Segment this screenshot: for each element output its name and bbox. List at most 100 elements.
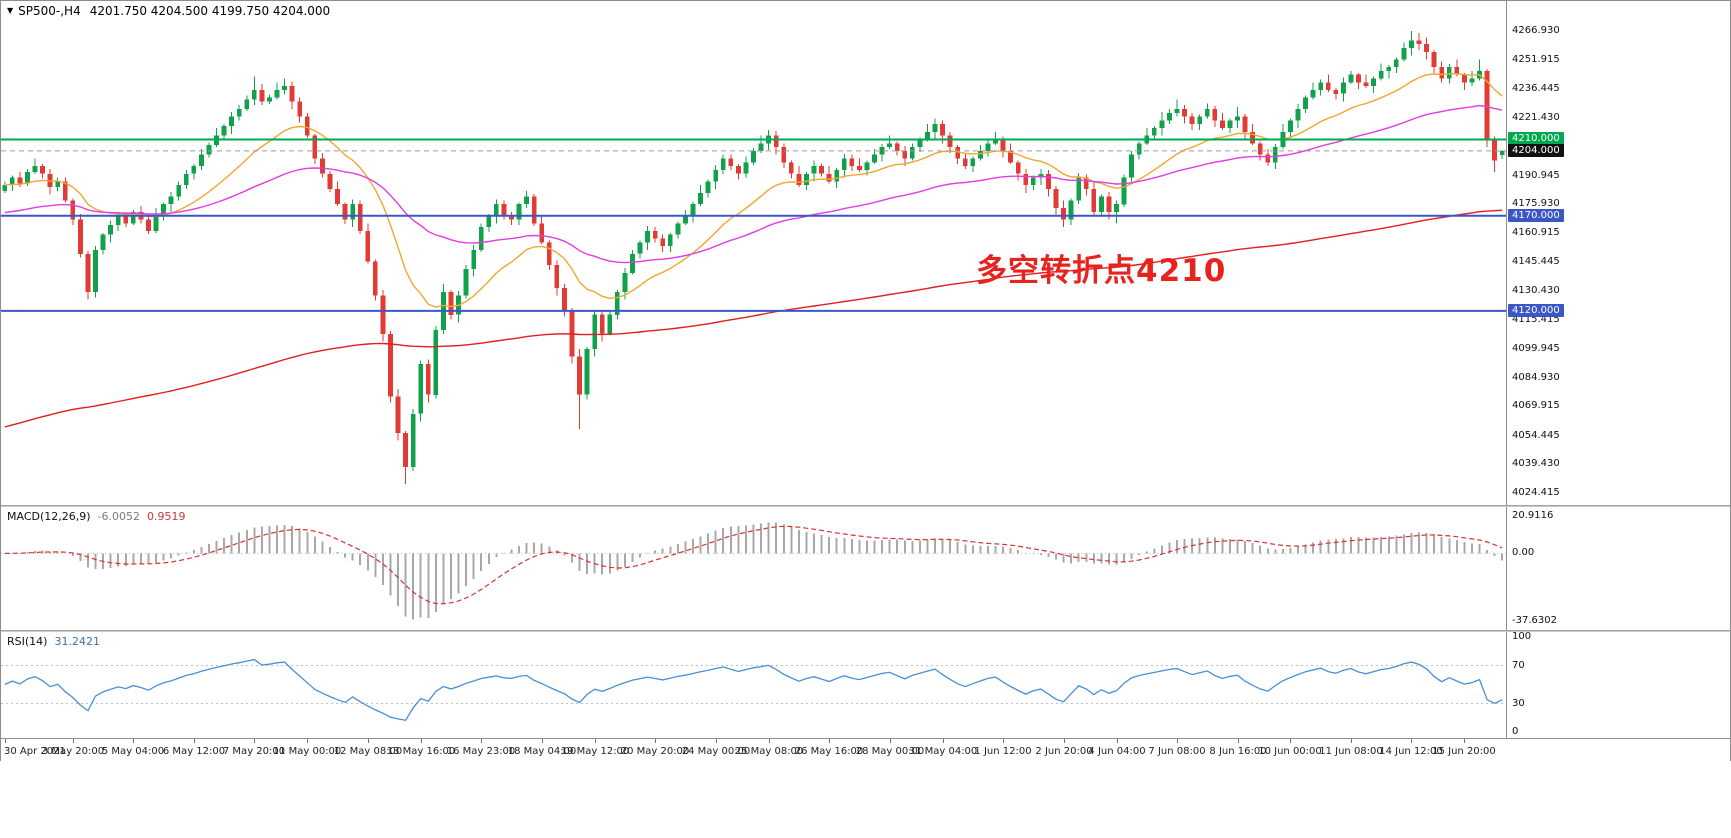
annotation-text[interactable]: 多空转折点4210	[976, 253, 1227, 289]
rsi-value: 31.2421	[54, 635, 100, 648]
time-tick-label: 18 May 04:00	[507, 746, 577, 757]
price-tick-label: 4039.430	[1512, 458, 1560, 469]
panel-separator[interactable]	[1, 505, 1730, 507]
price-tick-label: 4221.430	[1512, 112, 1560, 123]
rsi-axis: 100 70 30 0	[1506, 631, 1729, 738]
time-tick-mark	[1464, 739, 1465, 743]
price-tick-label: 4175.930	[1512, 198, 1560, 209]
time-tick-mark	[421, 739, 422, 743]
time-tick-label: 6 May 12:00	[162, 746, 226, 757]
macd-tick-label: 0.00	[1512, 547, 1535, 558]
macd-signal-value: 0.9519	[147, 510, 186, 523]
time-tick-label: 11 May 00:00	[272, 746, 342, 757]
time-tick-label: 1 Jun 12:00	[974, 746, 1032, 757]
time-tick-mark	[1177, 739, 1178, 743]
time-tick-mark	[655, 739, 656, 743]
time-tick-mark	[829, 739, 830, 743]
macd-tick-label: 20.9116	[1512, 510, 1554, 521]
price-tick-label: 4115.415	[1512, 314, 1560, 325]
time-tick-mark	[133, 739, 134, 743]
price-line-label: 4210.000	[1508, 132, 1564, 145]
time-tick-label: 15 Jun 20:00	[1432, 746, 1496, 757]
panel-separator[interactable]	[1, 630, 1730, 632]
rsi-canvas[interactable]	[1, 631, 1506, 738]
macd-canvas[interactable]	[1, 506, 1506, 631]
time-tick-label: 30 Apr 2021	[4, 746, 66, 757]
candle-bodies	[2, 40, 1505, 468]
price-line-label: 4204.000	[1508, 144, 1564, 157]
time-tick-mark	[368, 739, 369, 743]
time-tick-mark	[1290, 739, 1291, 743]
price-tick-label: 4145.445	[1512, 256, 1560, 267]
time-tick-label: 20 May 20:00	[620, 746, 690, 757]
chart-area: ▼ SP500-,H4 4201.750 4204.500 4199.750 420…	[0, 0, 1731, 762]
price-tick-label: 4024.415	[1512, 487, 1560, 498]
price-tick-label: 4130.430	[1512, 285, 1560, 296]
chart-title: ▼ SP500-,H4 4201.750 4204.500 4199.750 420…	[7, 4, 330, 18]
ma-line-fast-ma[interactable]	[4, 72, 1503, 308]
rsi-tick-label: 70	[1512, 660, 1525, 671]
ma-line-slow-ma[interactable]	[4, 209, 1503, 428]
ma-line-mid-ma[interactable]	[4, 104, 1503, 264]
time-tick-label: 19 May 12:00	[560, 746, 630, 757]
time-tick-mark	[5, 739, 6, 743]
time-tick-label: 5 May 04:00	[101, 746, 165, 757]
time-tick-mark	[254, 739, 255, 743]
time-tick-label: 7 May 20:00	[222, 746, 286, 757]
time-tick-label: 26 May 16:00	[794, 746, 864, 757]
candle-wicks	[4, 31, 1503, 485]
time-tick-label: 25 May 08:00	[734, 746, 804, 757]
macd-label: MACD(12,26,9) -6.0052 0.9519	[7, 510, 193, 523]
macd-name: MACD(12,26,9)	[7, 510, 91, 523]
macd-axis: 20.9116 0.00 -37.6302	[1506, 506, 1729, 631]
time-tick-mark	[542, 739, 543, 743]
time-tick-mark	[307, 739, 308, 743]
time-tick-mark	[1003, 739, 1004, 743]
price-tick-label: 4236.445	[1512, 83, 1560, 94]
price-tick-label: 4084.930	[1512, 372, 1560, 383]
rsi-name: RSI(14)	[7, 635, 48, 648]
time-tick-label: 4 Jun 04:00	[1088, 746, 1146, 757]
price-tick-label: 4160.915	[1512, 227, 1560, 238]
rsi-panel: RSI(14) 31.2421 100 70 30 0	[1, 631, 1730, 738]
rsi-tick-label: 100	[1512, 631, 1532, 642]
time-tick-mark	[890, 739, 891, 743]
price-line-label: 4120.000	[1508, 304, 1564, 317]
time-tick-label: 11 Jun 08:00	[1319, 746, 1383, 757]
macd-tick-label: -37.6302	[1512, 615, 1557, 626]
price-tick-label: 4054.445	[1512, 430, 1560, 441]
price-line-label: 4170.000	[1508, 209, 1564, 222]
time-tick-mark	[481, 739, 482, 743]
price-chart-canvas[interactable]	[1, 1, 1506, 506]
time-tick-mark	[595, 739, 596, 743]
time-tick-mark	[1351, 739, 1352, 743]
price-axis: 4266.930 4251.915 4236.445 4221.430 4190.945…	[1506, 1, 1729, 506]
rsi-label: RSI(14) 31.2421	[7, 635, 107, 648]
ohlc-values: 4201.750 4204.500 4199.750 4204.000	[89, 4, 331, 18]
macd-main-value: -6.0052	[97, 510, 141, 523]
rsi-tick-label: 0	[1512, 726, 1519, 737]
rsi-tick-label: 30	[1512, 698, 1525, 709]
time-tick-mark	[194, 739, 195, 743]
time-tick-label: 12 May 08:00	[333, 746, 403, 757]
time-tick-label: 3 May 20:00	[41, 746, 105, 757]
time-tick-label: 10 Jun 00:00	[1258, 746, 1322, 757]
time-tick-label: 24 May 00:00	[681, 746, 751, 757]
time-tick-label: 16 May 23:00	[446, 746, 516, 757]
time-tick-mark	[716, 739, 717, 743]
time-tick-label: 28 May 00:00	[855, 746, 925, 757]
time-tick-label: 2 Jun 20:00	[1035, 746, 1093, 757]
price-tick-label: 4266.930	[1512, 25, 1560, 36]
collapse-arrow-icon[interactable]: ▼	[7, 6, 14, 15]
time-tick-mark	[1064, 739, 1065, 743]
time-tick-label: 14 Jun 12:00	[1379, 746, 1443, 757]
price-tick-label: 4099.945	[1512, 343, 1560, 354]
time-axis[interactable]: 30 Apr 2021 3 May 20:00 5 May 04:00 6 May 1…	[1, 738, 1730, 762]
time-tick-label: 13 May 16:00	[386, 746, 456, 757]
time-tick-mark	[1238, 739, 1239, 743]
time-tick-label: 8 Jun 16:00	[1209, 746, 1267, 757]
time-tick-mark	[943, 739, 944, 743]
time-tick-mark	[769, 739, 770, 743]
macd-histogram	[11, 522, 1504, 620]
